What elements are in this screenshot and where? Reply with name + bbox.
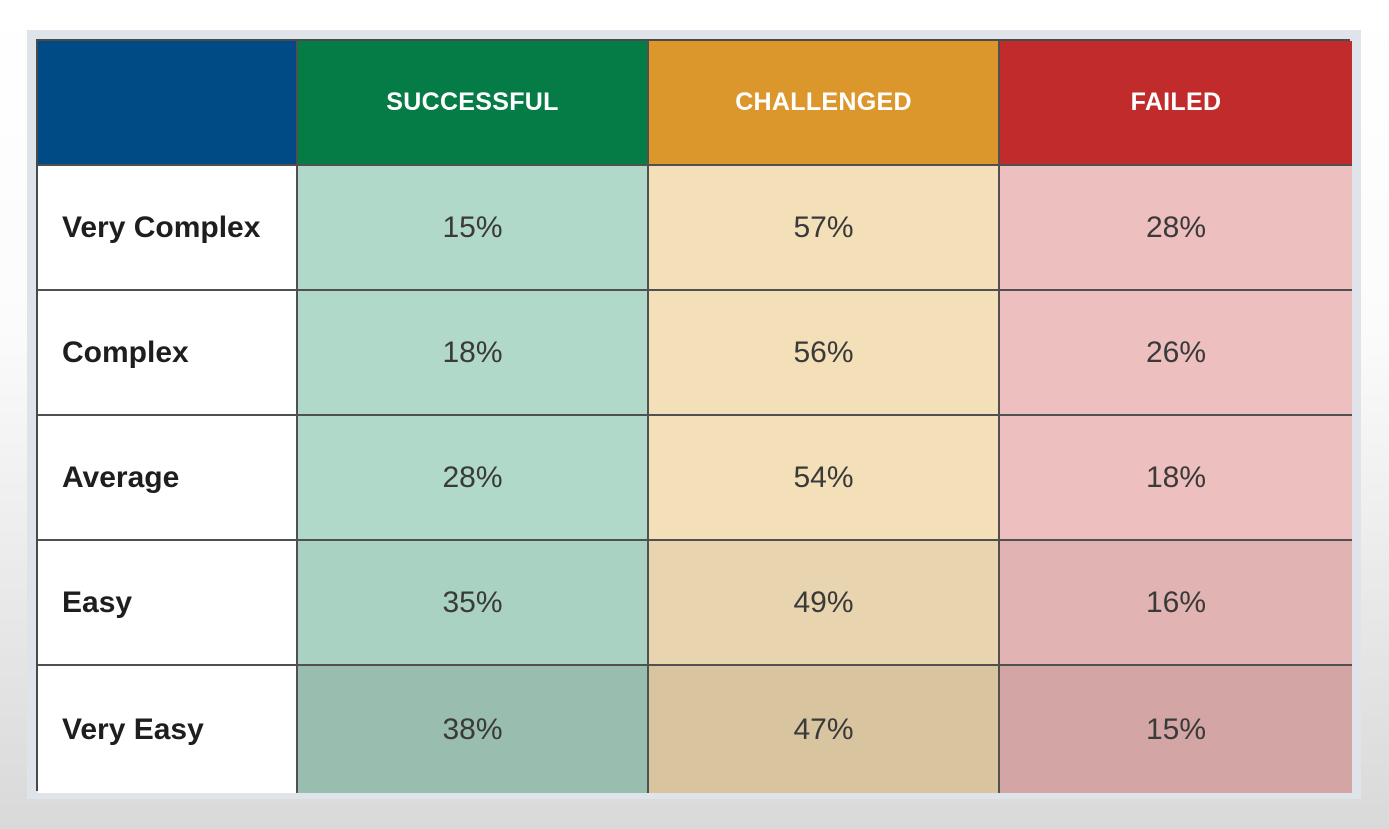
table-cell-failed: 15%: [1000, 666, 1352, 793]
table-cell-successful: 18%: [298, 291, 649, 416]
table-cell-challenged: 49%: [649, 541, 1000, 666]
row-label: Very Complex: [38, 166, 298, 291]
column-header-successful: SUCCESSFUL: [298, 41, 649, 166]
table-cell-challenged: 57%: [649, 166, 1000, 291]
results-table: SUCCESSFUL CHALLENGED FAILED Very Complex 15…: [36, 39, 1352, 793]
row-label: Very Easy: [38, 666, 298, 793]
table-cell-failed: 28%: [1000, 166, 1352, 291]
table-cell-failed: 26%: [1000, 291, 1352, 416]
table-cell-successful: 38%: [298, 666, 649, 793]
row-label: Average: [38, 416, 298, 541]
table-cell-failed: 16%: [1000, 541, 1352, 666]
table-corner: [38, 41, 298, 166]
table-cell-successful: 35%: [298, 541, 649, 666]
row-label: Easy: [38, 541, 298, 666]
table-cell-successful: 15%: [298, 166, 649, 291]
table-cell-successful: 28%: [298, 416, 649, 541]
table-cell-challenged: 54%: [649, 416, 1000, 541]
row-label: Complex: [38, 291, 298, 416]
table-cell-failed: 18%: [1000, 416, 1352, 541]
column-header-challenged: CHALLENGED: [649, 41, 1000, 166]
table-cell-challenged: 56%: [649, 291, 1000, 416]
column-header-failed: FAILED: [1000, 41, 1352, 166]
table-cell-challenged: 47%: [649, 666, 1000, 793]
